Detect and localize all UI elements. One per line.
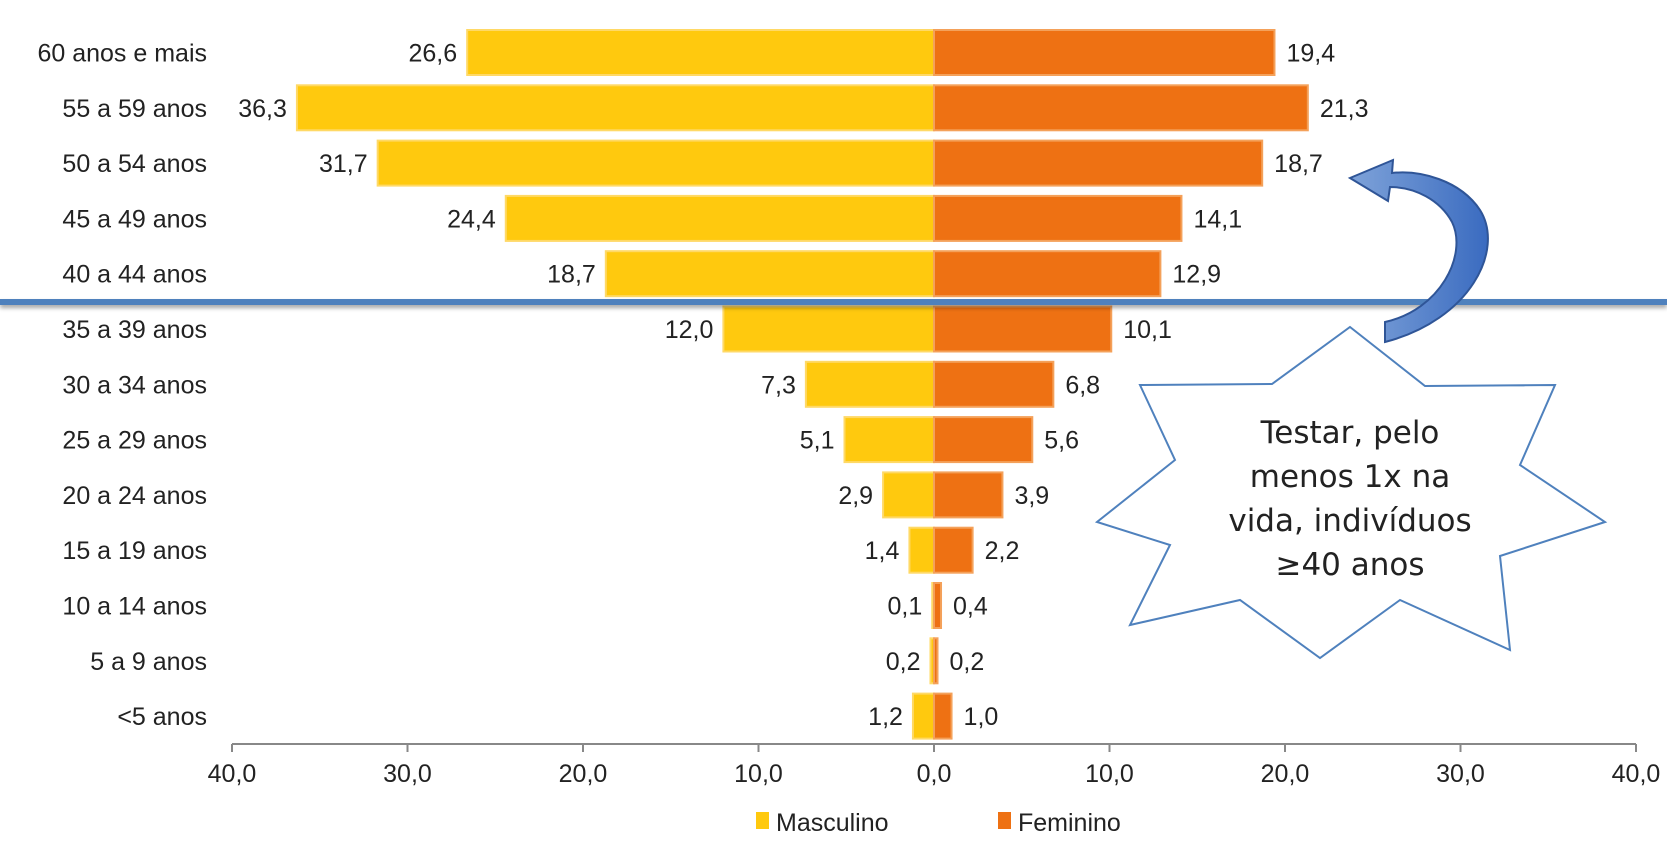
value-label-feminino: 10,1 bbox=[1123, 316, 1172, 344]
legend-swatch-masculino bbox=[756, 812, 769, 829]
value-label-masculino: 31,7 bbox=[319, 150, 368, 178]
bar-masculino bbox=[908, 526, 935, 574]
value-label-masculino: 1,4 bbox=[865, 537, 900, 565]
x-tick-label: 30,0 bbox=[383, 760, 432, 788]
bar-feminino bbox=[933, 582, 943, 629]
callout-line-3: vida, indivíduos bbox=[1228, 503, 1471, 539]
category-label: 15 a 19 anos bbox=[62, 537, 207, 565]
bar-feminino bbox=[933, 305, 1113, 353]
value-label-masculino: 18,7 bbox=[547, 261, 596, 289]
value-label-feminino: 14,1 bbox=[1193, 205, 1242, 233]
value-label-masculino: 24,4 bbox=[447, 205, 496, 233]
value-label-feminino: 21,3 bbox=[1320, 95, 1369, 123]
value-label-masculino: 36,3 bbox=[238, 95, 287, 123]
bar-masculino bbox=[882, 471, 935, 519]
x-tick-label: 10,0 bbox=[734, 760, 783, 788]
category-label: <5 anos bbox=[117, 703, 207, 731]
legend-swatch-feminino bbox=[998, 812, 1011, 829]
bar-feminino bbox=[933, 139, 1264, 187]
bar-feminino bbox=[933, 416, 1034, 464]
bar-masculino bbox=[843, 416, 935, 464]
value-label-feminino: 2,2 bbox=[985, 537, 1020, 565]
callout-line-2: menos 1x na bbox=[1250, 459, 1450, 495]
bar-feminino bbox=[933, 692, 953, 740]
category-label: 40 a 44 anos bbox=[62, 261, 207, 289]
bar-masculino bbox=[804, 360, 936, 408]
category-label: 35 a 39 anos bbox=[62, 316, 207, 344]
legend-label-feminino: Feminino bbox=[1018, 809, 1121, 837]
value-label-feminino: 12,9 bbox=[1172, 261, 1221, 289]
value-label-feminino: 3,9 bbox=[1014, 482, 1049, 510]
bar-masculino bbox=[466, 29, 935, 76]
callout-star-shape bbox=[1094, 325, 1608, 660]
value-label-masculino: 0,2 bbox=[886, 648, 921, 676]
bar-feminino bbox=[933, 526, 974, 574]
callout-line-4: ≥40 anos bbox=[1275, 547, 1424, 583]
bar-feminino bbox=[933, 29, 1276, 76]
bar-feminino bbox=[933, 471, 1004, 519]
category-label: 30 a 34 anos bbox=[62, 371, 207, 399]
age-threshold-divider-line bbox=[0, 299, 1667, 305]
category-label: 25 a 29 anos bbox=[62, 427, 207, 455]
x-tick-label: 40,0 bbox=[1612, 760, 1661, 788]
category-label: 60 anos e mais bbox=[37, 40, 207, 68]
bar-feminino bbox=[933, 360, 1055, 408]
value-label-feminino: 18,7 bbox=[1274, 150, 1323, 178]
callout-line-1: Testar, pelo bbox=[1260, 415, 1440, 451]
category-label: 20 a 24 anos bbox=[62, 482, 207, 510]
value-label-masculino: 2,9 bbox=[838, 482, 873, 510]
x-tick-label: 30,0 bbox=[1436, 760, 1485, 788]
bar-masculino bbox=[604, 250, 935, 298]
bar-masculino bbox=[376, 139, 936, 187]
category-label: 10 a 14 anos bbox=[62, 593, 207, 621]
category-label: 45 a 49 anos bbox=[62, 205, 207, 233]
value-label-masculino: 0,1 bbox=[887, 593, 922, 621]
bar-feminino bbox=[933, 250, 1162, 298]
value-label-feminino: 1,0 bbox=[964, 703, 999, 731]
value-label-masculino: 5,1 bbox=[800, 427, 835, 455]
value-label-masculino: 12,0 bbox=[665, 316, 714, 344]
x-tick-label: 40,0 bbox=[208, 760, 257, 788]
bar-masculino bbox=[722, 305, 936, 353]
bar-feminino bbox=[933, 194, 1183, 242]
bar-masculino bbox=[504, 194, 935, 242]
x-tick-label: 10,0 bbox=[1085, 760, 1134, 788]
bar-masculino bbox=[295, 84, 935, 132]
category-label: 5 a 9 anos bbox=[90, 648, 207, 676]
value-label-masculino: 7,3 bbox=[761, 371, 796, 399]
value-label-feminino: 0,4 bbox=[953, 593, 988, 621]
value-label-feminino: 0,2 bbox=[950, 648, 985, 676]
value-label-feminino: 5,6 bbox=[1044, 427, 1079, 455]
curved-arrow-icon bbox=[1347, 158, 1489, 344]
category-label: 50 a 54 anos bbox=[62, 150, 207, 178]
x-tick-label: 0,0 bbox=[917, 760, 952, 788]
value-label-feminino: 6,8 bbox=[1065, 371, 1100, 399]
legend-label-masculino: Masculino bbox=[776, 809, 889, 837]
category-label: 55 a 59 anos bbox=[62, 95, 207, 123]
value-label-masculino: 1,2 bbox=[868, 703, 903, 731]
bar-masculino bbox=[911, 692, 936, 740]
x-tick-label: 20,0 bbox=[1261, 760, 1310, 788]
value-label-masculino: 26,6 bbox=[408, 40, 457, 68]
bar-feminino bbox=[933, 637, 939, 685]
bar-feminino bbox=[933, 84, 1309, 132]
x-tick-label: 20,0 bbox=[559, 760, 608, 788]
value-label-feminino: 19,4 bbox=[1286, 40, 1335, 68]
